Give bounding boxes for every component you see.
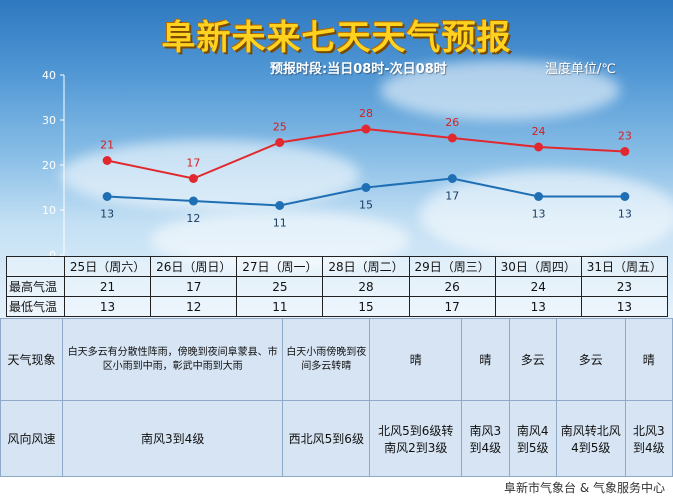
high-temp-cell: 21 [63,276,152,297]
data-point [188,174,198,183]
data-label: 26 [445,116,459,129]
phenomenon-cell: 白天小雨傍晚到夜间多云转晴 [282,318,371,401]
y-tick-label: 30 [42,114,56,127]
data-point [275,138,285,147]
low-temp-label: 最低气温 [6,296,65,317]
high-temp-cell: 25 [236,276,324,297]
high-temp-cell: 26 [408,276,496,297]
high-temp-cell: 28 [322,276,410,297]
data-label: 24 [532,125,546,138]
data-point [620,147,630,156]
wind-cell: 南风3到4级 [61,400,284,477]
wind-cell: 北风5到6级转南风2到3级 [369,400,463,477]
data-point [447,133,457,143]
corner-cell [6,256,65,277]
low-temp-cell: 13 [494,296,582,317]
data-label: 21 [100,139,114,152]
phenomenon-cell: 多云 [555,318,626,401]
y-tick-label: 20 [42,159,56,172]
unit-label: 温度单位/℃ [545,62,616,77]
date-row: 25日（周六） 26日（周日） 27日（周一） 28日（周二） 29日（周三） 30日（周… [6,256,669,277]
low-temp-row: 最低气温 13 12 11 15 17 13 13 [6,296,669,317]
weather-phenomenon-row: 天气现象 白天多云有分散性阵雨，傍晚到夜间阜蒙县、市区小雨到中雨，彰武中雨到大雨… [0,318,673,401]
y-tick-label: 10 [42,204,56,217]
high-temp-label: 最高气温 [6,276,65,297]
temperature-table: 25日（周六） 26日（周日） 27日（周一） 28日（周二） 29日（周三） 30日（周… [6,256,669,317]
date-cell: 29日（周三） [408,256,496,277]
date-cell: 28日（周二） [322,256,410,277]
low-temp-cell: 15 [322,296,410,317]
high-temp-cell: 24 [494,276,582,297]
data-label: 13 [100,208,114,221]
data-label: 17 [445,190,459,203]
phenomenon-cell: 晴 [461,318,510,401]
temperature-chart: 0 10 20 30 40 21 17 25 28 26 24 23 13 12 11 15 17 13 13 [42,69,632,262]
series-line-high [106,127,625,180]
data-point [361,183,371,192]
data-point [447,174,457,183]
phenomenon-cell: 白天多云有分散性阵雨，傍晚到夜间阜蒙县、市区小雨到中雨，彰武中雨到大雨 [61,318,284,401]
data-point [102,192,112,201]
low-temp-cell: 11 [236,296,324,317]
low-temp-cell: 13 [580,296,669,317]
data-point [361,124,371,134]
footer-credit: 阜新市气象台 & 气象服务中心 [504,481,665,495]
data-point [534,142,544,152]
data-point [188,196,198,206]
date-cell: 27日（周一） [236,256,324,277]
wind-cell: 南风4到5级 [508,400,557,477]
weather-details-table: 天气现象 白天多云有分散性阵雨，傍晚到夜间阜蒙县、市区小雨到中雨，彰武中雨到大雨… [0,318,673,477]
wind-cell: 南风转北风4到5级 [555,400,626,477]
wind-cell: 北风3到4级 [624,400,673,477]
data-label: 12 [186,212,200,225]
data-label: 25 [273,121,287,134]
data-label: 15 [359,199,373,212]
y-tick-label: 0 [49,249,56,262]
data-label: 11 [273,217,287,230]
data-point [275,201,285,210]
data-label: 23 [618,130,632,143]
phenomenon-label: 天气现象 [0,318,63,401]
low-temp-cell: 12 [150,296,238,317]
date-cell: 30日（周四） [494,256,582,277]
data-label: 17 [186,157,200,170]
high-temp-cell: 23 [580,276,669,297]
data-label: 13 [618,208,632,221]
phenomenon-cell: 多云 [508,318,557,401]
data-point [102,156,112,165]
phenomenon-cell: 晴 [624,318,673,401]
data-label: 13 [532,208,546,221]
page-title: 阜新未来七天天气预报 [161,18,512,58]
high-temp-cell: 17 [150,276,238,297]
wind-cell: 西北风5到6级 [282,400,371,477]
data-point [534,192,544,201]
data-label: 28 [359,107,373,120]
date-cell: 25日（周六） [63,256,152,277]
phenomenon-cell: 晴 [369,318,463,401]
wind-cell: 南风3到4级 [461,400,510,477]
high-temp-row: 最高气温 21 17 25 28 26 24 23 [6,276,669,297]
wind-row: 风向风速 南风3到4级 西北风5到6级 北风5到6级转南风2到3级 南风3到4级 南风4… [0,400,673,477]
date-cell: 31日（周五） [580,256,669,277]
wind-label: 风向风速 [0,400,63,477]
y-tick-label: 40 [42,69,56,82]
date-cell: 26日（周日） [150,256,238,277]
data-point [620,192,630,201]
low-temp-cell: 17 [408,296,496,317]
forecast-period: 预报时段:当日08时-次日08时 [270,62,447,77]
low-temp-cell: 13 [63,296,152,317]
